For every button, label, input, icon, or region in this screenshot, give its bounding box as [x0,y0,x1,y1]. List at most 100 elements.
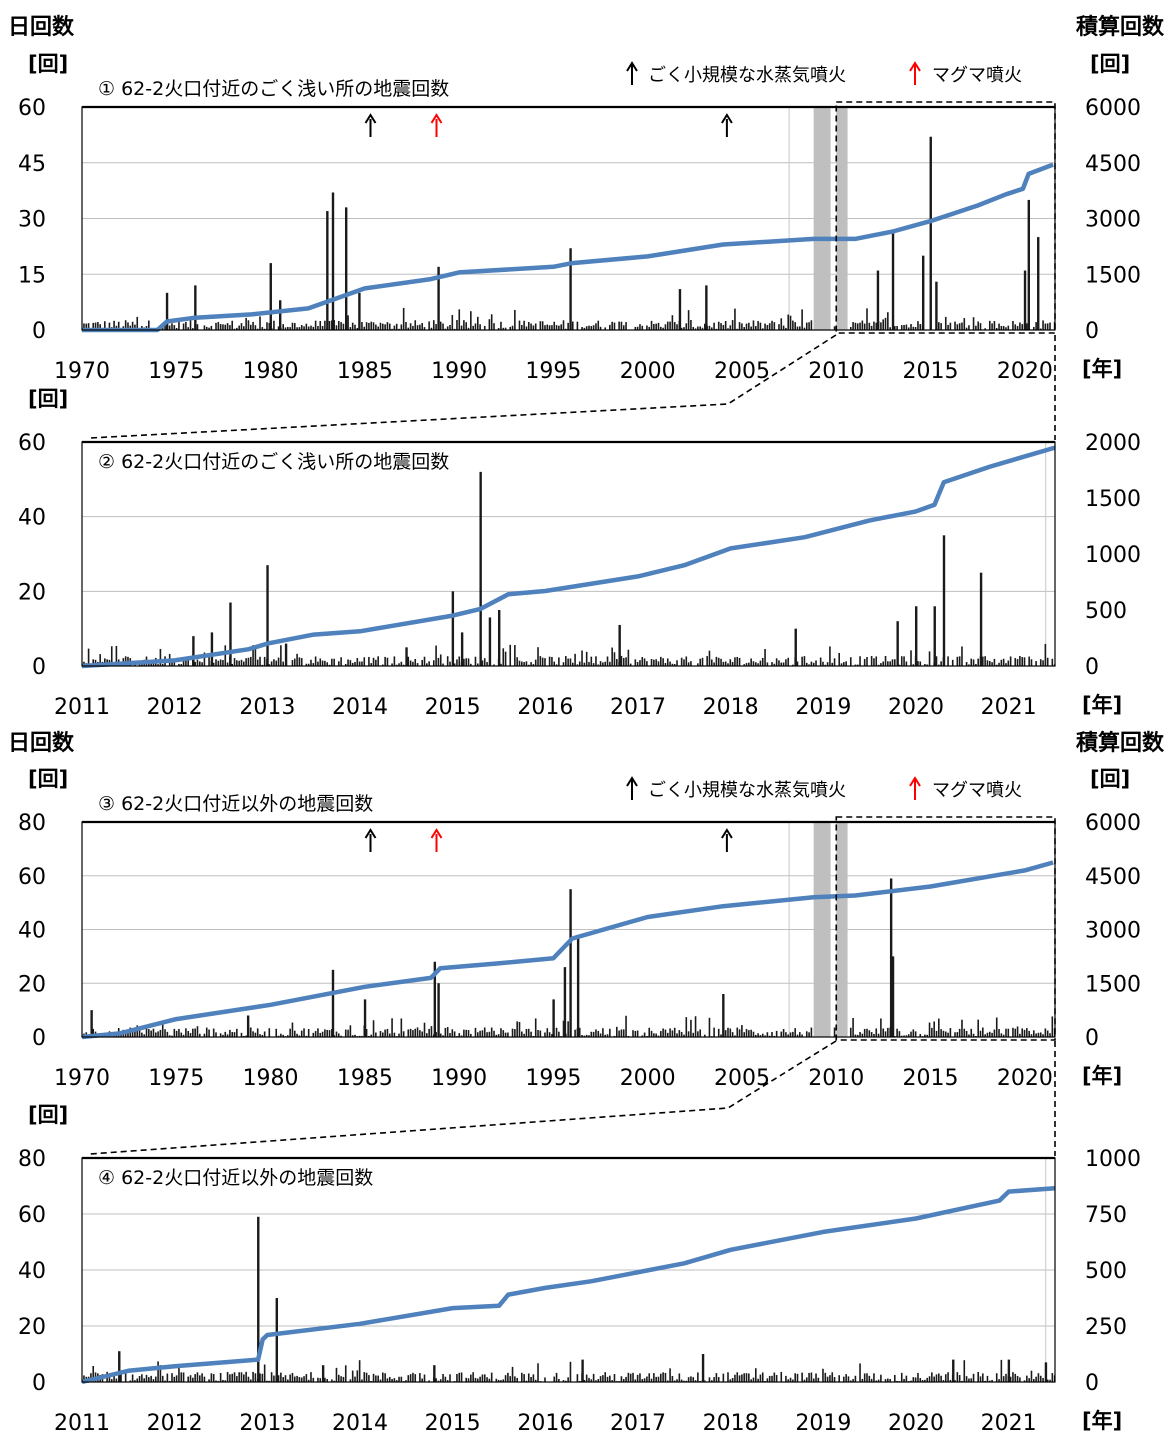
daily-count-bar [757,1033,759,1037]
daily-count-bar [398,1033,400,1037]
daily-count-bar [657,661,660,666]
daily-count-bar [212,1374,215,1382]
zoom-box [835,101,1056,334]
daily-count-bar [328,320,331,330]
daily-count-bar [965,1376,968,1382]
daily-count-bar [625,657,627,666]
daily-count-bar [984,328,986,330]
daily-count-bar [1030,1370,1033,1382]
daily-count-bar [178,1028,180,1037]
daily-count-bar [278,300,282,330]
daily-count-bar [722,1373,725,1382]
daily-count-bar [208,1379,210,1382]
daily-count-bar [685,1017,688,1037]
daily-count-bar [1042,1034,1044,1037]
daily-count-bar [866,308,868,330]
daily-count-bar [699,658,701,666]
daily-count-bar [970,1378,973,1382]
daily-count-bar [356,1370,359,1382]
daily-count-bar [238,325,240,330]
daily-count-bar [488,319,491,330]
daily-count-bar [453,663,456,666]
daily-count-bar [400,324,403,330]
daily-count-bar [856,664,859,666]
daily-count-bar [500,321,502,330]
daily-count-bar [412,1372,414,1382]
daily-count-bar [405,1380,407,1382]
y-left-tick-label: 30 [18,208,46,233]
daily-count-bar [189,320,192,330]
daily-count-bar [1035,1376,1037,1382]
daily-count-bar [606,1376,609,1382]
daily-count-bar [1023,270,1027,330]
daily-count-bar [314,320,317,330]
daily-count-bar [180,664,183,666]
daily-count-bar [463,1029,465,1037]
daily-count-bar [773,322,776,330]
daily-count-bar [551,325,553,330]
daily-count-bar [368,322,370,330]
daily-count-bar [152,1028,155,1037]
daily-count-bar [481,660,484,666]
daily-count-bar [794,1373,796,1382]
daily-count-bar [910,324,912,330]
daily-count-bar [358,1360,361,1382]
daily-count-bar [393,1378,396,1382]
daily-count-bar [335,325,338,330]
daily-count-bar [729,659,732,666]
daily-count-bar [354,1376,356,1382]
daily-count-bar [1021,657,1024,666]
daily-count-bar [949,1379,952,1382]
y-left-tick-label: 20 [18,580,46,605]
daily-count-bar [514,1029,516,1037]
daily-count-bar [252,321,254,330]
daily-count-bar [384,1029,386,1037]
daily-count-bar [782,325,785,330]
daily-count-bar [307,1028,310,1037]
daily-count-bar [650,1030,653,1037]
y-right-tick-label: 0 [1085,1371,1099,1396]
year-unit: [年] [1082,1064,1122,1088]
daily-count-bar [414,1374,417,1382]
daily-count-bar [562,320,565,330]
daily-count-bar [1028,1030,1030,1037]
daily-count-bar [212,1028,215,1037]
daily-count-bar [919,661,922,666]
cumulative-count-line [81,1185,1056,1385]
daily-count-bar [917,1372,919,1382]
daily-count-bar [1016,1375,1019,1382]
daily-count-bar [669,321,671,330]
daily-count-bar [511,1366,514,1382]
daily-count-bar [938,1373,940,1382]
daily-count-bar [972,659,975,666]
daily-count-bar [194,1028,196,1037]
daily-count-bar [444,328,447,330]
daily-count-bar [444,1027,447,1037]
daily-count-bar [1002,1034,1005,1037]
daily-count-bar [400,661,403,666]
daily-count-bar [752,661,755,666]
daily-count-bar [266,565,269,666]
daily-count-bar [636,1374,639,1382]
daily-count-bar [905,1375,908,1382]
daily-count-bar [708,325,711,330]
daily-count-bar [187,1376,190,1382]
y-left-tick-label: 80 [18,811,46,836]
daily-count-bar [805,1377,808,1382]
daily-count-bar [986,1032,989,1037]
daily-count-bar [671,1375,674,1382]
daily-count-bar [951,659,954,666]
daily-count-bar [692,1032,695,1037]
daily-count-bar [705,285,708,330]
daily-count-bar [356,658,359,666]
daily-count-bar [483,325,486,330]
daily-count-bar [215,659,217,666]
daily-count-bar [924,1379,926,1382]
daily-count-bar [1042,320,1044,330]
daily-count-bar [754,326,757,330]
daily-count-bar [991,662,993,666]
daily-count-bar [931,1027,933,1037]
daily-count-bar [463,320,465,330]
daily-count-bar [648,1027,651,1037]
